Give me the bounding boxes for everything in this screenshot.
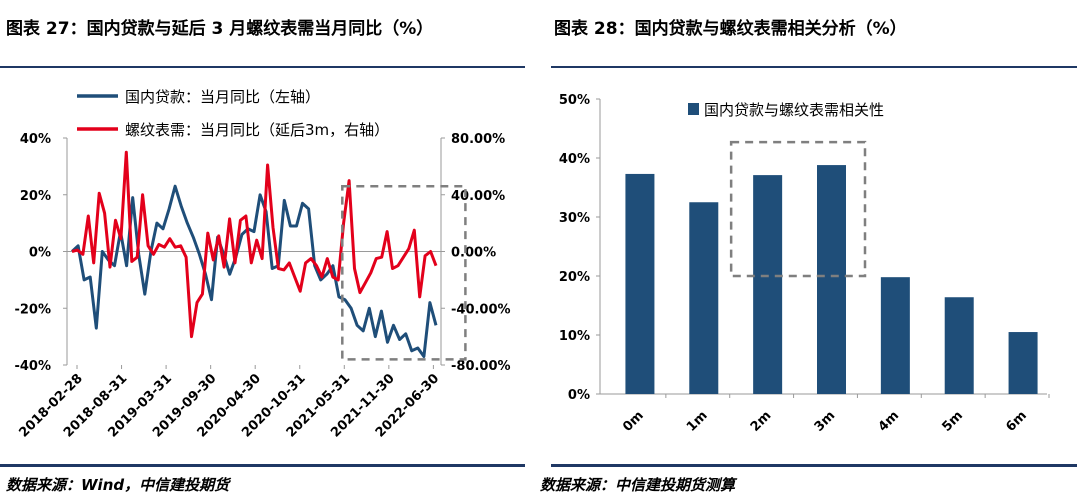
legend-label: 国内贷款：当月同比（左轴） <box>125 88 320 106</box>
y-tick-label: 30% <box>559 211 590 226</box>
y-tick-label: 10% <box>559 329 590 344</box>
legend-label: 国内贷款与螺纹表需相关性 <box>704 101 884 119</box>
left-top-rule <box>0 66 525 68</box>
right-chart-title: 图表 28：国内贷款与螺纹表需相关分析（%） <box>554 19 907 39</box>
left-y-tick-label: 0% <box>29 246 51 261</box>
y-tick-label: 40% <box>559 152 590 167</box>
bar-6m <box>1008 332 1038 394</box>
bar-4m <box>880 277 910 394</box>
bar-0m <box>625 173 655 394</box>
legend-label: 螺纹表需：当月同比（延后3m，右轴） <box>125 121 389 139</box>
left-y-tick-label: -40% <box>14 359 51 374</box>
right-bottom-rule <box>551 464 1077 467</box>
left-source-note: 数据来源：Wind，中信建投期货 <box>6 476 230 494</box>
bar-1m <box>689 202 719 394</box>
right-y-tick-label: 0.00% <box>451 246 496 261</box>
y-tick-label: 50% <box>559 93 590 108</box>
left-y-tick-label: 20% <box>20 189 51 204</box>
y-tick-label: 0% <box>568 388 590 403</box>
bar-3m <box>817 165 846 394</box>
y-tick-label: 20% <box>559 270 590 285</box>
right-y-tick-label: 80.00% <box>451 132 505 147</box>
right-top-rule <box>551 66 1077 68</box>
bar-5m <box>944 297 974 394</box>
highlight-box <box>341 184 467 361</box>
x-tick-label: 4m <box>876 408 903 435</box>
right-y-tick-label: -80.00% <box>451 359 511 374</box>
x-tick-label: 5m <box>939 408 966 435</box>
x-tick-label: 2m <box>748 408 775 435</box>
bar-2m <box>753 175 783 394</box>
x-tick-label: 1m <box>684 408 711 435</box>
right-source-note: 数据来源：中信建投期货测算 <box>540 476 736 494</box>
left-bottom-rule <box>0 464 525 467</box>
x-tick-label: 0m <box>620 408 647 435</box>
left-y-tick-label: 40% <box>20 132 51 147</box>
left-y-tick-label: -20% <box>14 302 51 317</box>
x-tick-label: 3m <box>812 408 839 435</box>
highlight-box <box>729 140 867 278</box>
left-chart-title: 图表 27：国内贷款与延后 3 月螺纹表需当月同比（%） <box>6 19 434 39</box>
x-tick-label: 6m <box>1003 408 1030 435</box>
series-line-rebar <box>71 150 438 339</box>
series-line-loans <box>70 184 438 358</box>
legend-swatch <box>688 103 699 115</box>
